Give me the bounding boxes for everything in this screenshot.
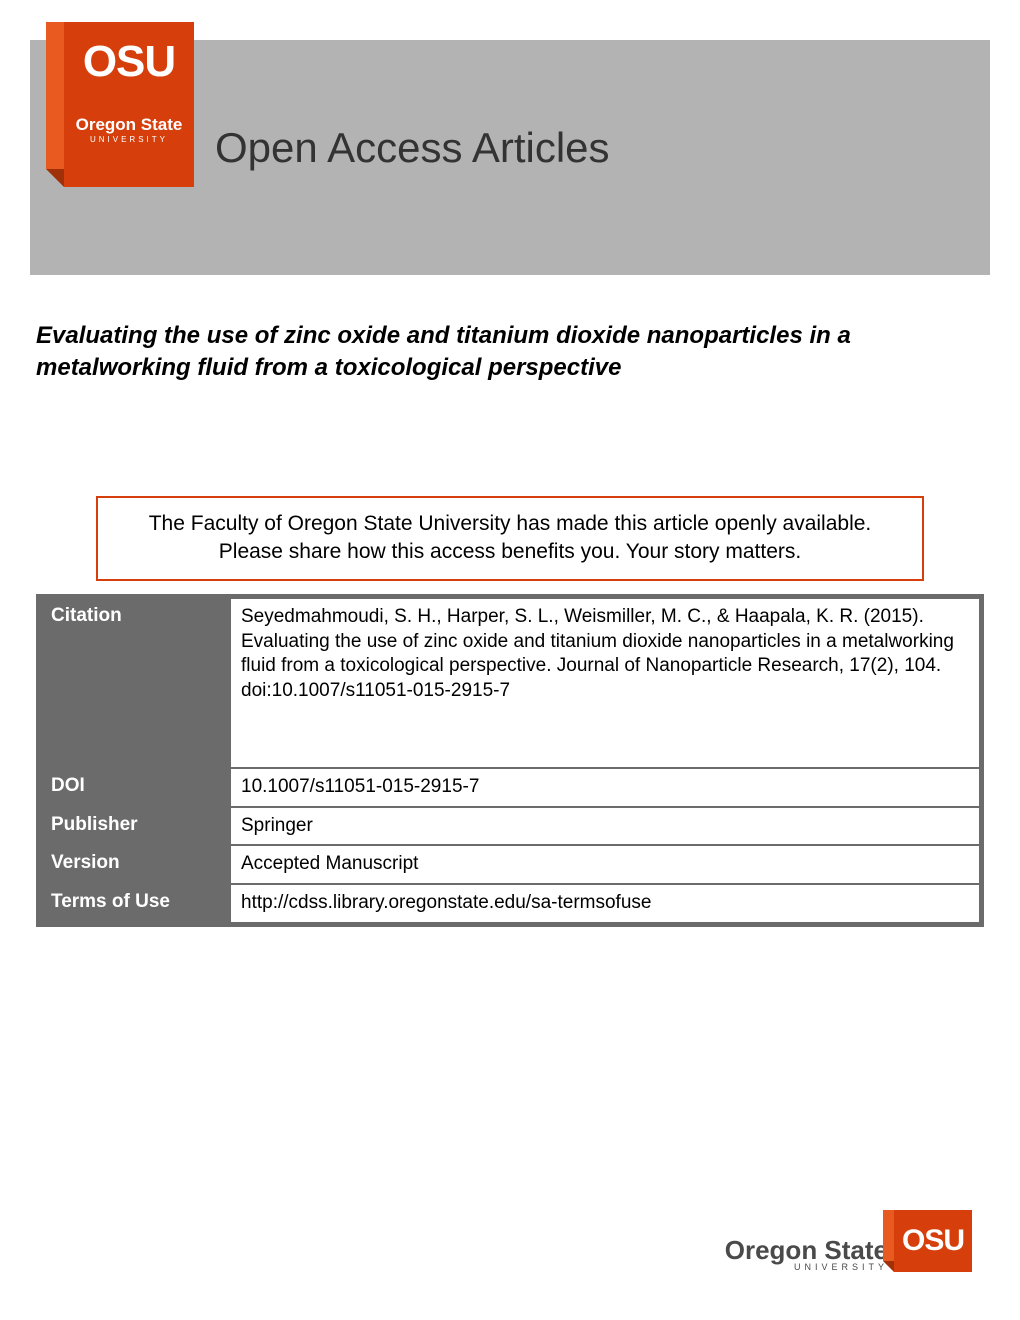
footer-logo-block: OSU [894, 1210, 972, 1272]
article-title: Evaluating the use of zinc oxide and tit… [36, 320, 984, 385]
notice-line-1: The Faculty of Oregon State University h… [118, 510, 902, 538]
table-row: Version Accepted Manuscript [40, 845, 980, 884]
metadata-table: Citation Seyedmahmoudi, S. H., Harper, S… [36, 594, 984, 927]
meta-value-publisher: Springer [230, 807, 980, 846]
osu-logo-top: OSU Oregon State UNIVERSITY [64, 22, 194, 187]
meta-label-doi: DOI [40, 768, 230, 807]
logo-university-label: UNIVERSITY [64, 135, 194, 144]
notice-line-2: Please share how this access benefits yo… [118, 538, 902, 566]
meta-value-citation: Seyedmahmoudi, S. H., Harper, S. L., Wei… [230, 598, 980, 768]
meta-label-publisher: Publisher [40, 807, 230, 846]
footer-logo-text: Oregon State UNIVERSITY [725, 1237, 888, 1272]
meta-label-terms: Terms of Use [40, 884, 230, 923]
logo-abbrev: OSU [64, 40, 194, 84]
table-row: Terms of Use http://cdss.library.oregons… [40, 884, 980, 923]
table-row: DOI 10.1007/s11051-015-2915-7 [40, 768, 980, 807]
table-row: Citation Seyedmahmoudi, S. H., Harper, S… [40, 598, 980, 768]
footer-institution: Oregon State [725, 1237, 888, 1263]
meta-value-terms: http://cdss.library.oregonstate.edu/sa-t… [230, 884, 980, 923]
meta-label-citation: Citation [40, 598, 230, 768]
meta-value-version: Accepted Manuscript [230, 845, 980, 884]
meta-label-version: Version [40, 845, 230, 884]
logo-institution: Oregon State [64, 116, 194, 135]
meta-value-doi: 10.1007/s11051-015-2915-7 [230, 768, 980, 807]
open-access-notice: The Faculty of Oregon State University h… [96, 496, 924, 581]
table-row: Publisher Springer [40, 807, 980, 846]
banner-title: Open Access Articles [215, 124, 610, 172]
osu-logo-bottom: Oregon State UNIVERSITY OSU [725, 1210, 972, 1272]
